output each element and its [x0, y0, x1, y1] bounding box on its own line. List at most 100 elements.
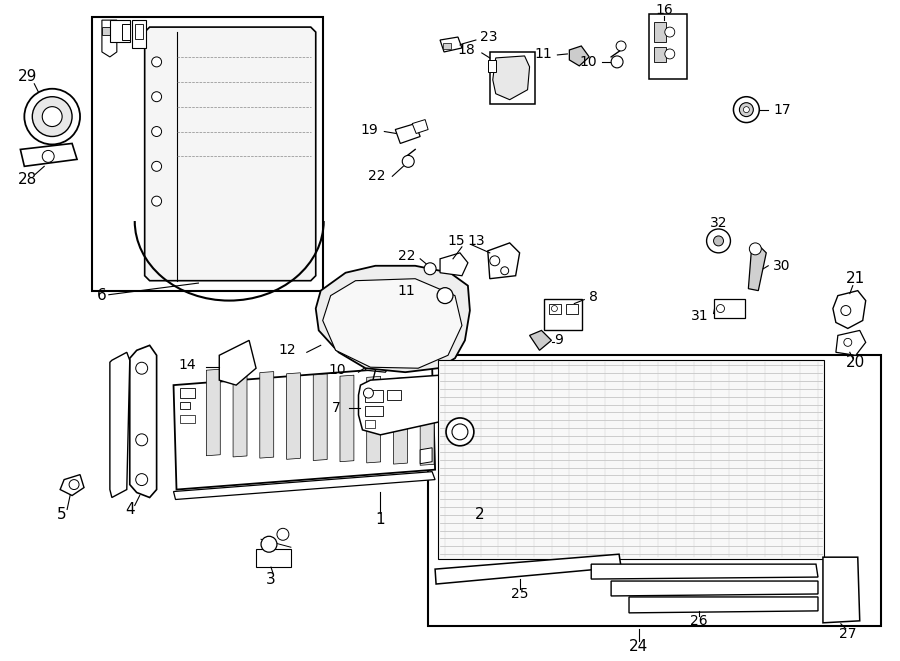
Text: 11: 11	[535, 47, 553, 61]
Circle shape	[706, 229, 731, 253]
Circle shape	[714, 236, 724, 246]
Polygon shape	[493, 56, 529, 100]
Polygon shape	[323, 279, 462, 368]
Text: 4: 4	[125, 502, 135, 517]
Text: 26: 26	[689, 614, 707, 628]
Bar	[654, 22, 666, 42]
Circle shape	[424, 263, 436, 275]
Text: 20: 20	[846, 355, 866, 369]
Polygon shape	[220, 340, 256, 385]
Text: 23: 23	[480, 30, 498, 44]
Polygon shape	[316, 266, 470, 372]
Polygon shape	[260, 371, 274, 458]
Circle shape	[611, 56, 623, 68]
Text: 16: 16	[655, 3, 672, 17]
Text: 21: 21	[846, 271, 866, 286]
Text: 32: 32	[710, 216, 727, 230]
Polygon shape	[102, 20, 117, 57]
Circle shape	[841, 305, 850, 315]
Bar	[181, 415, 195, 423]
Circle shape	[490, 256, 500, 266]
Polygon shape	[60, 475, 84, 496]
Text: 2: 2	[475, 507, 484, 522]
Polygon shape	[488, 243, 519, 279]
Bar	[428, 355, 880, 626]
Polygon shape	[420, 447, 432, 463]
Circle shape	[151, 92, 162, 102]
Bar	[443, 43, 451, 49]
Polygon shape	[529, 330, 552, 350]
Polygon shape	[340, 375, 354, 461]
Circle shape	[42, 151, 54, 163]
Polygon shape	[420, 379, 434, 465]
Text: 27: 27	[839, 627, 857, 641]
Circle shape	[136, 434, 148, 446]
Polygon shape	[365, 348, 395, 372]
Text: 24: 24	[629, 639, 649, 654]
Text: 5: 5	[58, 507, 67, 522]
Polygon shape	[206, 369, 220, 455]
Text: 31: 31	[691, 309, 708, 323]
Polygon shape	[836, 330, 866, 355]
Polygon shape	[145, 27, 316, 281]
Circle shape	[616, 41, 626, 51]
Text: 9: 9	[554, 333, 563, 348]
Bar	[649, 14, 687, 79]
Text: 25: 25	[511, 587, 528, 601]
Text: 30: 30	[773, 258, 791, 273]
Bar	[365, 390, 383, 402]
Circle shape	[69, 480, 79, 490]
Text: 22: 22	[398, 249, 415, 263]
Circle shape	[151, 57, 162, 67]
Polygon shape	[174, 472, 435, 500]
Polygon shape	[440, 303, 460, 330]
Bar	[387, 390, 401, 400]
Text: 19: 19	[361, 122, 378, 137]
Polygon shape	[174, 366, 435, 490]
Text: 10: 10	[328, 363, 346, 377]
Circle shape	[750, 243, 761, 255]
Circle shape	[261, 536, 277, 552]
Bar	[550, 303, 562, 313]
Polygon shape	[412, 120, 428, 134]
Polygon shape	[591, 564, 818, 579]
Circle shape	[151, 196, 162, 206]
Circle shape	[151, 161, 162, 171]
Circle shape	[743, 106, 750, 112]
Circle shape	[24, 89, 80, 145]
Circle shape	[552, 305, 557, 311]
Text: 7: 7	[332, 401, 340, 415]
Circle shape	[452, 424, 468, 440]
Polygon shape	[110, 352, 130, 498]
Polygon shape	[440, 253, 468, 276]
Bar	[131, 20, 146, 48]
Text: 11: 11	[398, 284, 415, 297]
Circle shape	[740, 102, 753, 116]
Polygon shape	[435, 554, 621, 584]
Circle shape	[277, 528, 289, 540]
Circle shape	[446, 418, 474, 446]
Text: 1: 1	[375, 512, 385, 527]
Circle shape	[734, 97, 760, 122]
Text: 17: 17	[773, 102, 791, 116]
Circle shape	[136, 474, 148, 486]
Circle shape	[500, 267, 508, 275]
Bar	[488, 60, 496, 72]
Circle shape	[402, 155, 414, 167]
Polygon shape	[611, 581, 818, 596]
Polygon shape	[130, 345, 157, 498]
Bar	[365, 420, 375, 428]
Text: 15: 15	[447, 234, 465, 248]
Bar	[110, 20, 130, 42]
Polygon shape	[749, 247, 766, 291]
Bar	[544, 299, 582, 330]
Text: 18: 18	[457, 43, 475, 57]
Polygon shape	[366, 376, 381, 463]
Bar	[256, 549, 291, 567]
Polygon shape	[823, 557, 860, 623]
Circle shape	[364, 388, 374, 398]
Circle shape	[32, 97, 72, 136]
Polygon shape	[570, 46, 590, 66]
Polygon shape	[832, 291, 866, 329]
Circle shape	[151, 126, 162, 136]
